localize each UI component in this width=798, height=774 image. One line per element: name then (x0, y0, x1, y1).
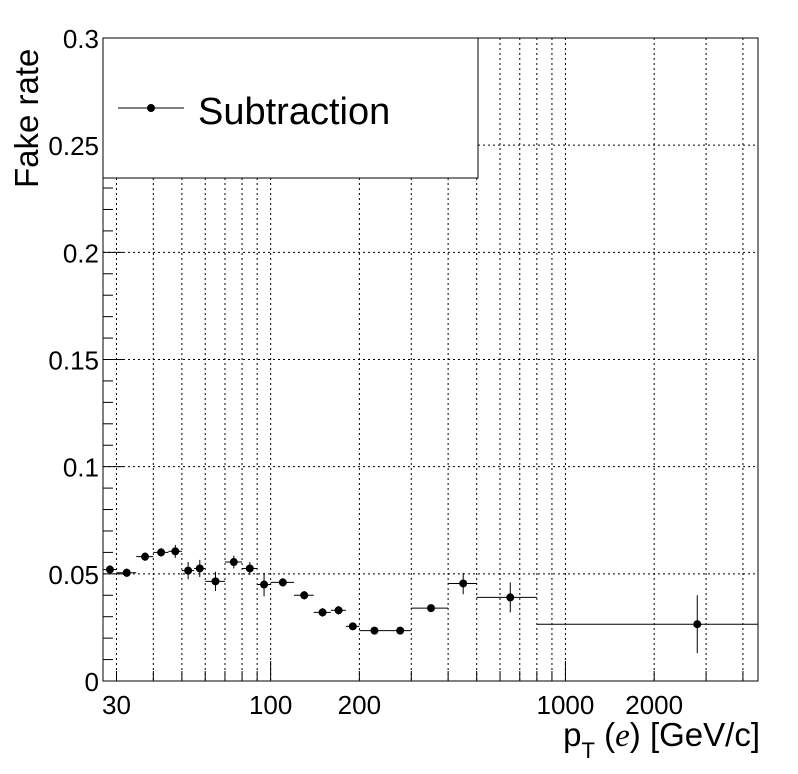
data-point (293, 590, 314, 600)
grid (103, 38, 758, 681)
data-marker (141, 552, 150, 561)
y-axis-title: Fake rate (8, 49, 45, 188)
data-point (387, 626, 412, 635)
x-axis-title-close: ) (629, 716, 641, 753)
legend-marker-dot (147, 104, 155, 112)
x-axis-title-variable: e (615, 718, 630, 754)
data-marker (334, 606, 343, 615)
data-marker (427, 604, 436, 613)
data-point (136, 552, 154, 561)
data-marker (184, 566, 193, 575)
data-marker (278, 578, 287, 587)
data-point (242, 562, 258, 575)
y-tick-label: 0.25 (48, 131, 99, 161)
y-tick-label: 0.1 (63, 453, 99, 483)
data-marker (260, 580, 269, 589)
legend-label: Subtraction (198, 91, 390, 133)
x-axis-title-subscript: T (581, 738, 595, 763)
data-point (205, 571, 225, 591)
data-marker (318, 608, 327, 617)
data-point (153, 548, 169, 557)
x-axis-title-unit: [GeV/c] (640, 716, 760, 753)
y-axis-tick-labels: 0 0.05 0.1 0.15 0.2 0.25 0.3 (48, 24, 99, 697)
data-marker (370, 626, 379, 635)
y-tick-label: 0.05 (48, 560, 99, 590)
x-tick-label: 30 (102, 690, 131, 720)
data-point (345, 622, 360, 631)
data-marker (105, 565, 114, 574)
legend: Subtraction (102, 37, 479, 179)
data-point (411, 604, 449, 613)
x-tick-label: 100 (249, 690, 292, 720)
data-point (359, 626, 388, 635)
data-marker (171, 547, 180, 556)
x-axis-title: pT (e) [GeV/c] (563, 716, 760, 763)
data-point (257, 572, 271, 597)
data-marker (157, 548, 166, 557)
data-point (313, 608, 331, 617)
data-marker (122, 568, 131, 577)
data-point (330, 605, 346, 615)
axis-ticks (103, 37, 744, 682)
x-tick-label: 1000 (537, 690, 595, 720)
data-marker (506, 593, 515, 602)
data-point (181, 562, 195, 580)
data-marker (211, 577, 220, 586)
x-tick-label: 2000 (625, 690, 683, 720)
data-point (536, 595, 758, 654)
x-tick-label: 200 (338, 690, 381, 720)
y-tick-label: 0 (85, 667, 99, 697)
data-series-subtraction (103, 544, 758, 654)
data-marker (348, 622, 357, 631)
x-axis-tick-labels: 30 100 200 1000 2000 (102, 690, 683, 720)
data-point (224, 555, 243, 569)
data-point (448, 572, 477, 595)
data-point (116, 568, 137, 578)
data-point (270, 578, 294, 587)
data-marker (245, 564, 254, 573)
data-marker (195, 564, 204, 573)
data-marker (459, 579, 468, 588)
data-marker (300, 591, 309, 600)
data-marker (396, 626, 405, 635)
data-point (194, 559, 206, 578)
x-axis-title-main: p (563, 716, 582, 753)
x-axis-title-open: ( (594, 716, 616, 753)
y-tick-label: 0.2 (63, 238, 99, 268)
data-marker (693, 620, 702, 629)
y-tick-label: 0.15 (48, 346, 99, 376)
data-point (168, 544, 182, 558)
data-marker (229, 558, 238, 567)
y-axis-title-wrap: Fake rate (8, 49, 45, 188)
data-point (476, 582, 537, 613)
data-point (103, 565, 117, 574)
y-tick-label: 0.3 (63, 24, 99, 54)
